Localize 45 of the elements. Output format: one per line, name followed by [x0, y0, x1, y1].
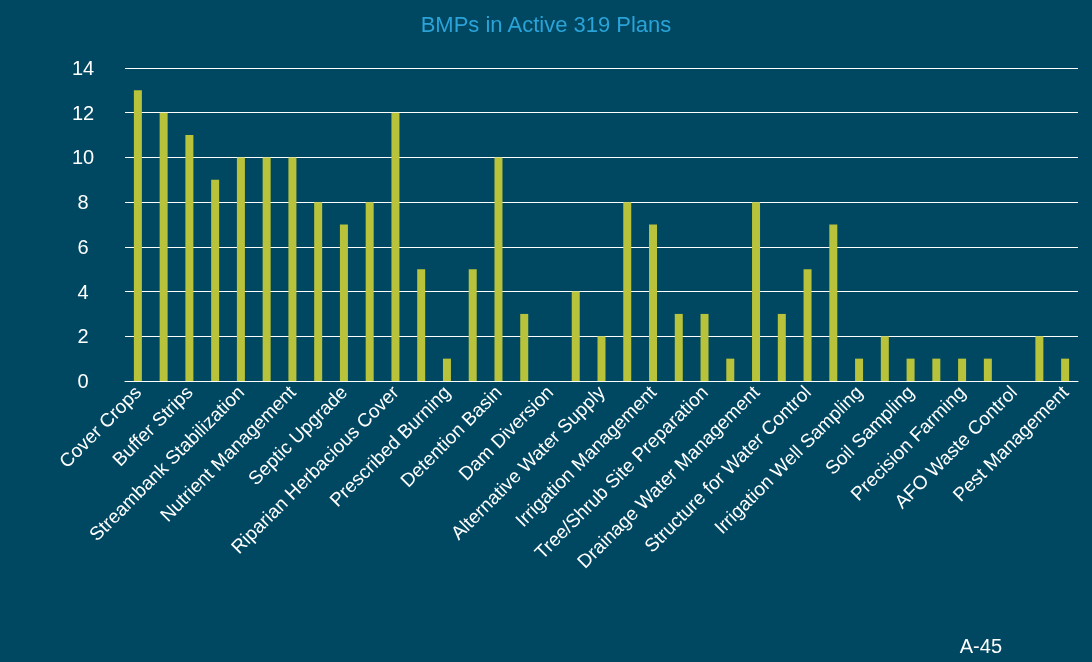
bar [339, 224, 348, 381]
y-tick-label: 12 [71, 101, 95, 124]
y-tick-label: 10 [71, 146, 95, 169]
text: A-45 [959, 635, 1002, 657]
bar [752, 202, 761, 381]
bar [520, 313, 529, 381]
bar [365, 202, 374, 381]
y-tick-label: 4 [77, 280, 89, 303]
bar [777, 313, 786, 381]
bar [829, 224, 838, 381]
bar [391, 112, 400, 381]
bar [417, 269, 426, 381]
bar [494, 157, 503, 381]
y-tick-label: 2 [77, 325, 89, 348]
bar [159, 112, 168, 381]
bar [288, 157, 297, 381]
bar [958, 358, 967, 381]
bar [314, 202, 323, 381]
y-tick-label: 8 [77, 191, 89, 214]
bar [700, 313, 709, 381]
y-tick-label: 0 [77, 370, 89, 392]
bar [649, 224, 658, 381]
bar [726, 358, 735, 381]
bar [442, 358, 451, 381]
bar [1035, 336, 1044, 381]
bar [855, 358, 864, 381]
chart-title: BMPs in Active 319 Plans [420, 11, 672, 37]
bar [803, 269, 812, 381]
bar [262, 157, 271, 381]
bar [906, 358, 915, 381]
bar [1061, 358, 1070, 381]
bar [236, 157, 245, 381]
bar [623, 202, 632, 381]
bar [185, 135, 194, 381]
bar [932, 358, 941, 381]
bar [597, 336, 606, 381]
bar [880, 336, 889, 381]
bar [983, 358, 992, 381]
bar [211, 179, 220, 381]
y-tick-label: 6 [77, 235, 89, 258]
bar [133, 90, 142, 381]
bar [571, 291, 580, 381]
bar [468, 269, 477, 381]
y-tick-label: 14 [71, 57, 95, 79]
bar [674, 313, 683, 381]
